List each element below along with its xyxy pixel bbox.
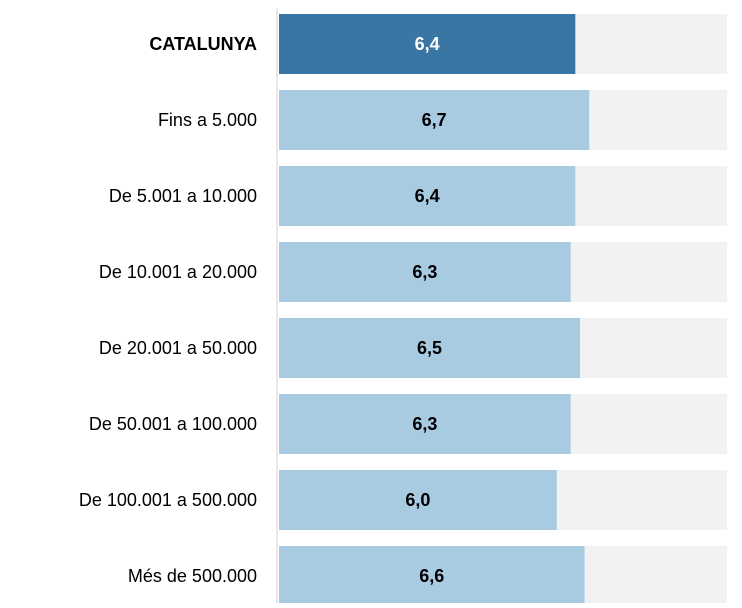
value-label: 6,3 [412, 262, 437, 282]
category-label: Fins a 5.000 [158, 110, 257, 130]
category-label: De 5.001 a 10.000 [109, 186, 257, 206]
value-label: 6,6 [419, 566, 444, 586]
value-label: 6,5 [417, 338, 442, 358]
value-label: 6,4 [415, 186, 440, 206]
category-label: De 50.001 a 100.000 [89, 414, 257, 434]
category-label: Més de 500.000 [128, 566, 257, 586]
bar [279, 394, 571, 454]
value-label: 6,7 [422, 110, 447, 130]
value-label: 6,4 [415, 34, 440, 54]
value-label: 6,3 [412, 414, 437, 434]
category-label: De 100.001 a 500.000 [79, 490, 257, 510]
category-label: De 10.001 a 20.000 [99, 262, 257, 282]
category-label: CATALUNYA [149, 34, 257, 54]
bar [279, 546, 585, 606]
bar [279, 90, 590, 150]
bar [279, 318, 580, 378]
value-label: 6,0 [405, 490, 430, 510]
bar [279, 166, 576, 226]
bar [279, 242, 571, 302]
category-label: De 20.001 a 50.000 [99, 338, 257, 358]
bar [279, 470, 557, 530]
bar [279, 14, 576, 74]
